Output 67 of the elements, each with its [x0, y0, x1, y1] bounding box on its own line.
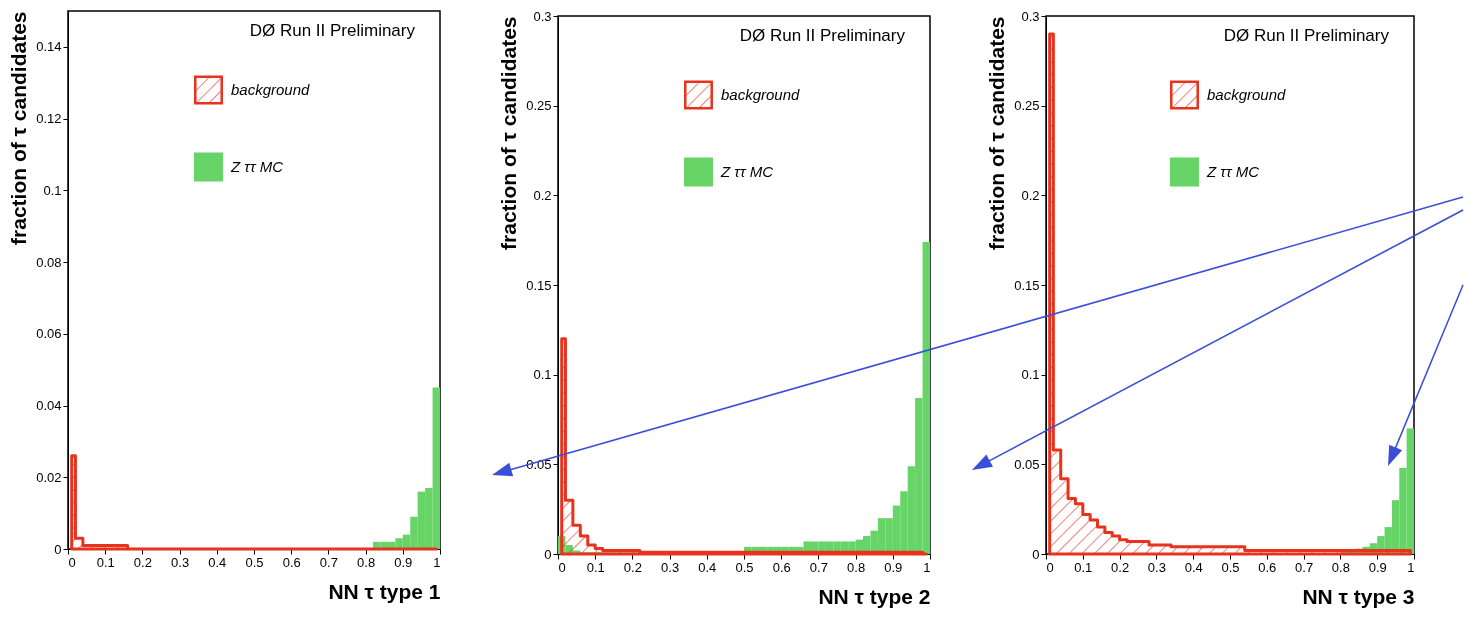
y-tick-label: 0.25 [1014, 98, 1040, 114]
x-tick-label: 0.4 [1184, 559, 1203, 575]
x-tick-label: 0.5 [245, 554, 264, 570]
y-tick-label: 0.06 [36, 326, 62, 342]
x-tick-label: 0.1 [96, 554, 115, 570]
x-tick-label: 0.8 [357, 554, 376, 570]
x-tick-label: 0.7 [809, 559, 828, 575]
y-tick-label: 0.02 [36, 469, 62, 485]
x-tick-label: 0.7 [319, 554, 338, 570]
x-tick-label: 0.1 [1074, 559, 1093, 575]
x-tick-label: 0.2 [1111, 559, 1130, 575]
y-axis-title: fraction of τ candidates [985, 16, 1009, 250]
y-tick-label: 0.08 [36, 254, 62, 270]
legend-label: background [1207, 86, 1287, 104]
y-tick-label: 0 [54, 541, 62, 557]
x-tick-label: 0.7 [1295, 559, 1314, 575]
x-tick-label: 0.3 [171, 554, 190, 570]
y-tick-label: 0.14 [36, 39, 62, 55]
legend-label: Z ττ MC [720, 163, 774, 181]
x-tick-label: 0.6 [282, 554, 301, 570]
x-tick-label: 0.2 [623, 559, 642, 575]
legend-label: Z ττ MC [1206, 163, 1260, 181]
legend-label: background [231, 81, 311, 99]
x-tick-label: 0.1 [586, 559, 605, 575]
y-tick-label: 0.04 [36, 398, 62, 414]
x-tick-label: 0.9 [884, 559, 903, 575]
y-axis-title: fraction of τ candidates [497, 16, 521, 250]
x-tick-label: 0.8 [1331, 559, 1350, 575]
x-tick-label: 0.6 [1258, 559, 1277, 575]
y-tick-label: 0.1 [1021, 367, 1040, 383]
y-tick-label: 0.3 [533, 8, 552, 24]
y-tick-label: 0.1 [43, 182, 62, 198]
y-tick-label: 0.2 [533, 187, 552, 203]
x-tick-label: 0.3 [1147, 559, 1166, 575]
x-tick-label: 0.4 [208, 554, 227, 570]
annotation: DØ Run II Preliminary [249, 21, 416, 40]
x-tick-label: 0.5 [1221, 559, 1240, 575]
x-tick-label: 0.5 [735, 559, 754, 575]
x-tick-label: 0.4 [698, 559, 717, 575]
x-tick-label: 0 [558, 559, 566, 575]
x-axis-title: NN τ type 3 [1302, 584, 1415, 608]
y-tick-label: 0.05 [1014, 456, 1040, 472]
y-tick-label: 0.1 [533, 367, 552, 383]
y-tick-label: 0.15 [526, 277, 552, 293]
y-axis-title: fraction of τ candidates [7, 11, 31, 245]
annotation: DØ Run II Preliminary [1223, 26, 1390, 45]
legend-label: background [721, 86, 801, 104]
x-tick-label: 0.9 [394, 554, 413, 570]
y-tick-label: 0.2 [1021, 187, 1040, 203]
y-tick-label: 0.25 [526, 98, 552, 114]
x-tick-label: 0.9 [1368, 559, 1387, 575]
x-tick-label: 0.8 [847, 559, 866, 575]
x-tick-label: 0.6 [772, 559, 791, 575]
y-tick-label: 0.12 [36, 111, 62, 127]
y-tick-label: 0.3 [1021, 8, 1040, 24]
y-tick-label: 0.15 [1014, 277, 1040, 293]
x-tick-label: 0 [1046, 559, 1054, 575]
annotation: DØ Run II Preliminary [739, 26, 906, 45]
x-tick-label: 0.2 [133, 554, 152, 570]
x-tick-label: 1 [1407, 559, 1415, 575]
x-axis-title: NN τ type 2 [818, 584, 931, 608]
x-axis-title: NN τ type 1 [328, 579, 441, 603]
x-tick-label: 1 [923, 559, 931, 575]
x-tick-label: 1 [433, 554, 441, 570]
x-tick-label: 0 [68, 554, 76, 570]
legend-label: Z ττ MC [230, 158, 284, 176]
x-tick-label: 0.3 [661, 559, 680, 575]
